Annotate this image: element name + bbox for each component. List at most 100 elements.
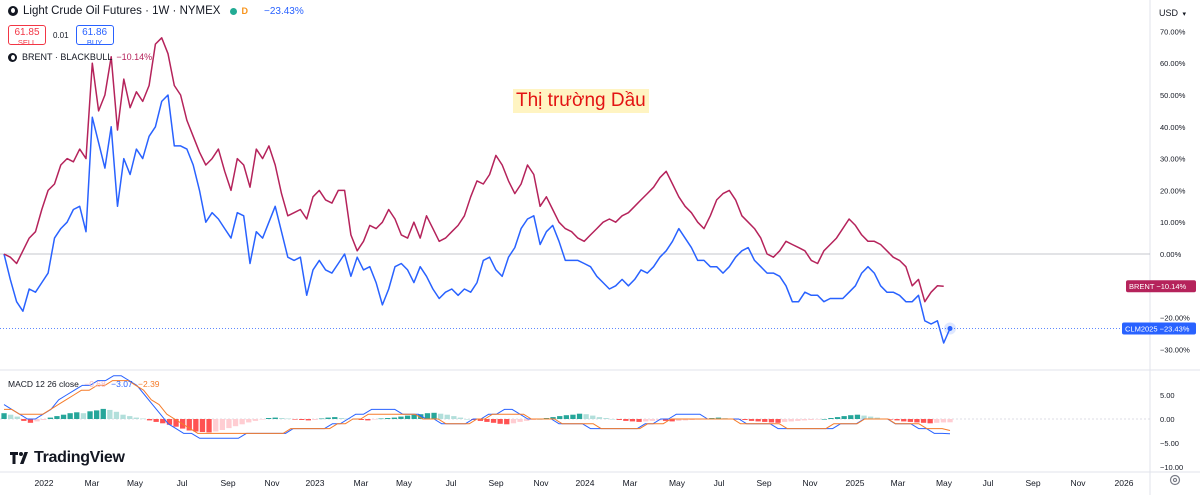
macd-histogram-bar	[457, 417, 464, 419]
macd-histogram-bar	[510, 419, 517, 424]
macd-histogram-bar	[404, 415, 411, 419]
tradingview-logo[interactable]: TradingView	[10, 449, 125, 467]
macd-histogram-bar	[940, 419, 947, 423]
macd-histogram-bar	[34, 419, 40, 422]
market-status-icon	[230, 7, 238, 15]
macd-line-value: −3.07	[111, 379, 133, 389]
currency-selector[interactable]: USD ▾	[1159, 8, 1186, 18]
macd-histogram-bar	[332, 417, 338, 419]
macd-histogram-bar	[914, 419, 920, 423]
symbol-logo-icon	[8, 6, 18, 16]
x-tick-label: Nov	[802, 478, 818, 488]
buy-price: 61.86	[82, 27, 108, 38]
chart-annotation[interactable]: Thị trường Dầu	[513, 89, 649, 113]
tradingview-logo-icon	[10, 452, 28, 464]
compare-legend[interactable]: BRENT · BLACKBULL −10.14%	[8, 52, 152, 62]
macd-histogram-bar	[894, 419, 900, 421]
sell-label: SELL	[17, 38, 37, 47]
macd-histogram-bar	[8, 414, 14, 419]
x-tick-label: 2025	[846, 478, 865, 488]
y-tick-label: 10.00%	[1160, 218, 1186, 227]
macd-histogram-bar	[74, 412, 80, 419]
macd-histogram-bar	[127, 416, 133, 419]
macd-histogram-bar	[801, 419, 808, 421]
macd-histogram-bar	[517, 419, 523, 422]
macd-histogram-bar	[418, 414, 424, 419]
macd-histogram-bar	[874, 417, 880, 419]
macd-y-tick-label: 5.00	[1160, 391, 1175, 400]
x-tick-label: Mar	[623, 478, 638, 488]
macd-histogram-bar	[173, 419, 179, 427]
x-tick-label: Sep	[488, 478, 503, 488]
macd-histogram-bar	[292, 419, 298, 420]
buy-button[interactable]: 61.86 BUY	[75, 25, 114, 47]
x-tick-label: May	[396, 478, 413, 488]
macd-histogram-bar	[391, 417, 397, 419]
macd-histogram-bar	[557, 416, 563, 419]
y-tick-label: 50.00%	[1160, 91, 1186, 100]
macd-histogram-bar	[868, 416, 874, 419]
macd-histogram-bar	[484, 419, 490, 422]
macd-histogram-bar	[140, 418, 146, 420]
macd-histogram-bar	[338, 418, 345, 419]
macd-histogram-bar	[576, 413, 583, 419]
macd-signal-line[interactable]	[4, 380, 951, 434]
brent-series-line[interactable]	[3, 37, 944, 303]
y-tick-label: 70.00%	[1160, 27, 1186, 36]
macd-histogram-bar	[649, 419, 655, 421]
macd-histogram-bar	[133, 417, 139, 419]
macd-histogram-bar	[305, 419, 311, 421]
symbol-title[interactable]: Light Crude Oil Futures · 1W · NYMEX	[23, 5, 221, 17]
macd-histogram-bar	[821, 419, 827, 420]
macd-histogram-bar	[841, 416, 847, 419]
macd-histogram-bar	[947, 419, 953, 423]
macd-histogram-bar	[266, 418, 272, 419]
trade-panel: 61.85 SELL 0.01 61.86 BUY	[8, 25, 114, 47]
macd-histogram-bar	[775, 419, 781, 423]
macd-histogram-bar	[715, 417, 722, 419]
compare-change-pct: −10.14%	[116, 52, 153, 62]
macd-histogram-bar	[788, 419, 794, 422]
macd-histogram-bar	[252, 419, 259, 421]
x-tick-label: 2023	[306, 478, 325, 488]
macd-histogram-bar	[438, 413, 444, 419]
macd-y-tick-label: 0.00	[1160, 415, 1175, 424]
macd-histogram-bar	[219, 419, 225, 430]
clm-series-line[interactable]	[3, 94, 951, 344]
macd-signal-value: −2.39	[138, 379, 160, 389]
macd-histogram-bar	[371, 419, 378, 420]
macd-histogram-bar	[815, 419, 821, 420]
x-tick-label: Jul	[177, 478, 188, 488]
x-tick-label: 2024	[576, 478, 595, 488]
x-tick-label: Nov	[264, 478, 280, 488]
clm-last-point[interactable]	[947, 326, 953, 332]
macd-histogram-bar	[87, 411, 93, 419]
macd-histogram-bar	[490, 419, 497, 423]
x-tick-label: Mar	[354, 478, 369, 488]
macd-histogram-bar	[358, 419, 364, 420]
macd-histogram-bar	[67, 413, 73, 419]
macd-histogram-bar	[748, 419, 755, 421]
x-tick-label: May	[127, 478, 144, 488]
x-tick-label: Nov	[1070, 478, 1086, 488]
clm-axis-badge[interactable]	[1122, 322, 1196, 335]
macd-legend[interactable]: MACD 12 26 close −0.68 −3.07 −2.39	[8, 379, 160, 389]
sell-button[interactable]: 61.85 SELL	[8, 25, 46, 47]
gear-icon[interactable]	[1169, 474, 1181, 486]
change-pct: −23.43%	[263, 5, 304, 17]
macd-histogram-bar	[193, 419, 199, 432]
x-tick-label: Sep	[1025, 478, 1040, 488]
macd-histogram-bar	[583, 414, 589, 419]
macd-histogram-bar	[854, 414, 861, 419]
macd-histogram-bar	[365, 419, 371, 421]
brent-axis-badge[interactable]	[1126, 280, 1196, 293]
y-tick-label: 40.00%	[1160, 123, 1186, 132]
symbol-header: Light Crude Oil Futures · 1W · NYMEX D −…	[8, 5, 304, 17]
sell-price: 61.85	[14, 27, 40, 38]
macd-histogram-bar	[107, 409, 113, 419]
macd-histogram-bar	[14, 416, 20, 419]
macd-histogram-bar	[94, 410, 100, 419]
macd-histogram-bar	[100, 408, 106, 419]
macd-histogram-bar	[742, 419, 748, 420]
